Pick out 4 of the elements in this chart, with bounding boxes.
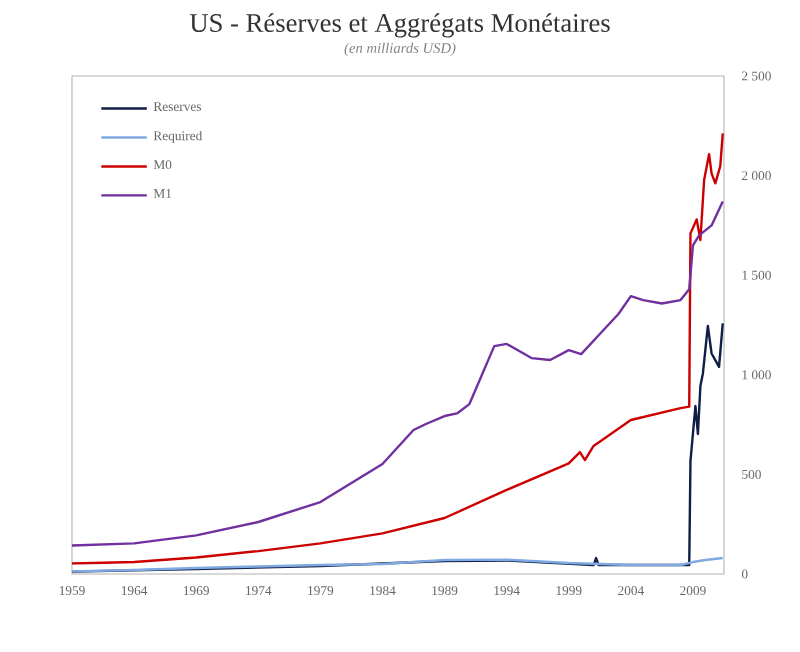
chart-title: US - Réserves et Aggrégats Monétaires xyxy=(189,13,610,38)
line-series xyxy=(72,132,724,565)
line-series xyxy=(72,556,724,573)
line-series xyxy=(72,200,724,547)
